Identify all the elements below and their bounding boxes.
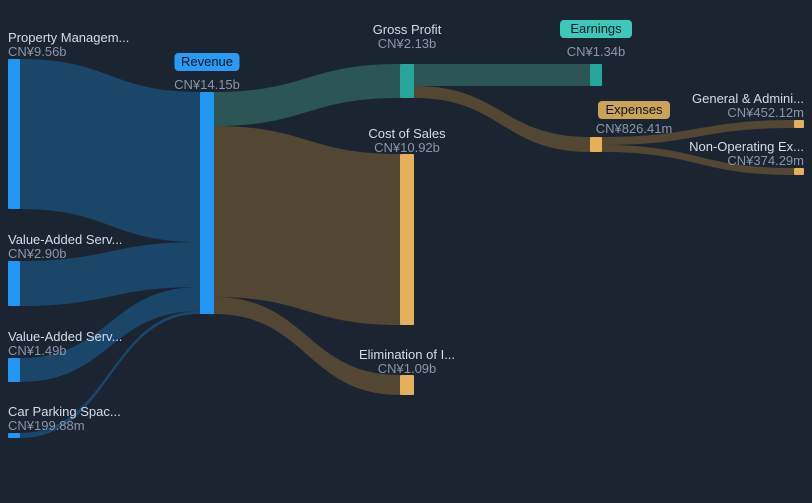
value-revenue: CN¥14.15b [174, 77, 240, 92]
value-non_op: CN¥374.29m [727, 153, 804, 168]
node-expenses[interactable] [590, 137, 602, 152]
value-gen_admin: CN¥452.12m [727, 105, 804, 120]
label-non_op: Non-Operating Ex... [689, 139, 804, 154]
node-vas2[interactable] [8, 358, 20, 382]
label-gross_profit: Gross Profit [373, 22, 442, 37]
node-gross_profit[interactable] [400, 64, 414, 98]
value-vas2: CN¥1.49b [8, 343, 67, 358]
value-elim: CN¥1.09b [378, 361, 437, 376]
flow-gross_profit-to-expenses [414, 86, 590, 152]
value-car_park: CN¥199.88m [8, 418, 85, 433]
label-cost_sales: Cost of Sales [368, 126, 446, 141]
value-prop_mgmt: CN¥9.56b [8, 44, 67, 59]
flow-revenue-to-gross_profit [214, 64, 400, 126]
flow-prop_mgmt-to-revenue [20, 59, 200, 242]
sankey-chart: Property Managem...CN¥9.56b Value-Added S… [0, 0, 812, 503]
label-vas2: Value-Added Serv... [8, 329, 122, 344]
value-expenses: CN¥826.41m [596, 121, 673, 136]
node-revenue[interactable] [200, 92, 214, 314]
node-prop_mgmt[interactable] [8, 59, 20, 209]
node-cost_sales[interactable] [400, 154, 414, 325]
node-car_park[interactable] [8, 433, 20, 438]
label-gen_admin: General & Admini... [692, 91, 804, 106]
label-earnings: Earnings [570, 21, 622, 36]
label-prop_mgmt: Property Managem... [8, 30, 129, 45]
node-elim[interactable] [400, 375, 414, 395]
label-expenses: Expenses [605, 102, 663, 117]
flow-revenue-to-cost_sales [214, 126, 400, 325]
node-gen_admin[interactable] [794, 120, 804, 128]
label-revenue: Revenue [181, 54, 233, 69]
value-gross_profit: CN¥2.13b [378, 36, 437, 51]
value-cost_sales: CN¥10.92b [374, 140, 440, 155]
flow-gross_profit-to-earnings [414, 64, 590, 86]
node-earnings[interactable] [590, 64, 602, 86]
label-car_park: Car Parking Spac... [8, 404, 121, 419]
node-non_op[interactable] [794, 168, 804, 175]
label-elim: Elimination of I... [359, 347, 455, 362]
value-vas1: CN¥2.90b [8, 246, 67, 261]
node-vas1[interactable] [8, 261, 20, 306]
label-vas1: Value-Added Serv... [8, 232, 122, 247]
value-earnings: CN¥1.34b [567, 44, 626, 59]
